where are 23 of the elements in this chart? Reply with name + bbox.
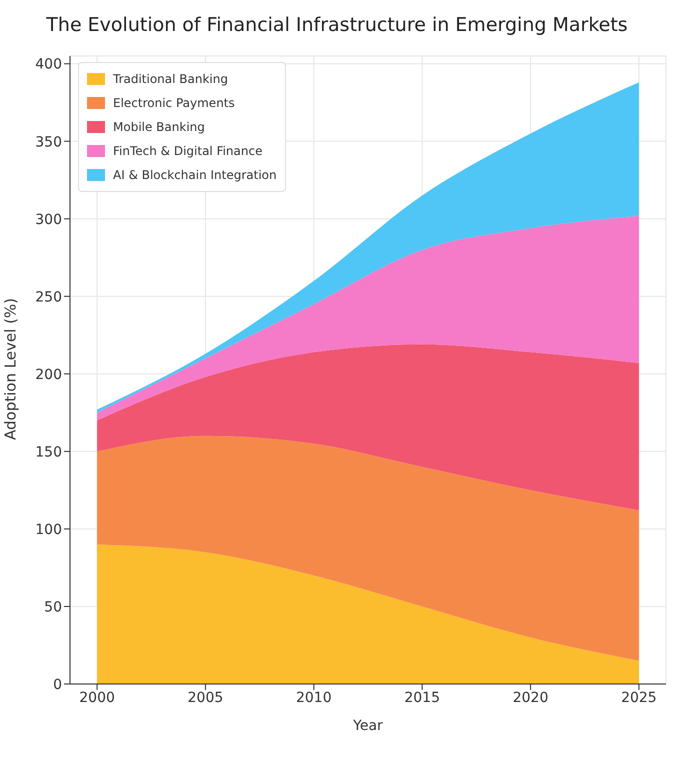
x-tick-label: 2015 [404, 690, 440, 706]
chart-title: The Evolution of Financial Infrastructure in Emerging Markets [45, 13, 629, 38]
y-tick-label: 0 [53, 676, 62, 693]
y-tick-label: 300 [35, 212, 62, 228]
x-tick-label: 2010 [296, 690, 332, 706]
legend-label: Traditional Banking [113, 71, 228, 88]
x-tick-label: 2020 [512, 690, 548, 706]
y-tick-label: 250 [35, 289, 62, 306]
x-tick-label: 2000 [79, 690, 115, 706]
y-tick-label: 50 [44, 599, 62, 616]
y-axis-title: Adoption Level (%) [1, 298, 20, 440]
legend-label: Mobile Banking [113, 119, 205, 136]
y-tick-label: 400 [35, 56, 62, 73]
x-axis-title: Year [352, 718, 384, 734]
y-tick-label: 350 [35, 134, 62, 150]
legend-label: FinTech & Digital Finance [113, 143, 262, 160]
y-tick-label: 150 [35, 444, 62, 460]
legend-label: Electronic Payments [113, 95, 235, 112]
legend-label: AI & Blockchain Integration [113, 167, 277, 184]
y-tick-label: 100 [35, 522, 62, 538]
x-tick-label: 2005 [188, 690, 224, 706]
y-tick-label: 200 [35, 366, 62, 383]
x-tick-label: 2025 [621, 690, 657, 706]
